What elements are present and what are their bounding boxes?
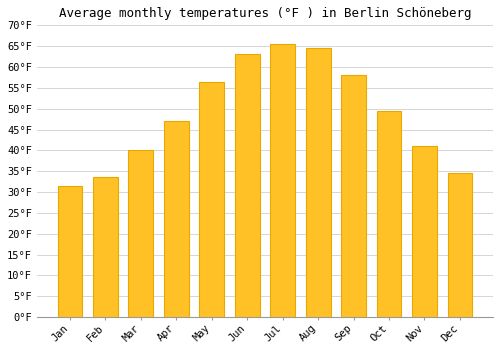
Title: Average monthly temperatures (°F ) in Berlin Schöneberg: Average monthly temperatures (°F ) in Be… bbox=[58, 7, 471, 20]
Bar bbox=[93, 177, 118, 317]
Bar bbox=[235, 55, 260, 317]
Bar bbox=[58, 186, 82, 317]
Bar bbox=[412, 146, 437, 317]
Bar bbox=[341, 75, 366, 317]
Bar bbox=[270, 44, 295, 317]
Bar bbox=[200, 82, 224, 317]
Bar bbox=[164, 121, 188, 317]
Bar bbox=[306, 48, 330, 317]
Bar bbox=[128, 150, 154, 317]
Bar bbox=[448, 173, 472, 317]
Bar bbox=[376, 111, 402, 317]
